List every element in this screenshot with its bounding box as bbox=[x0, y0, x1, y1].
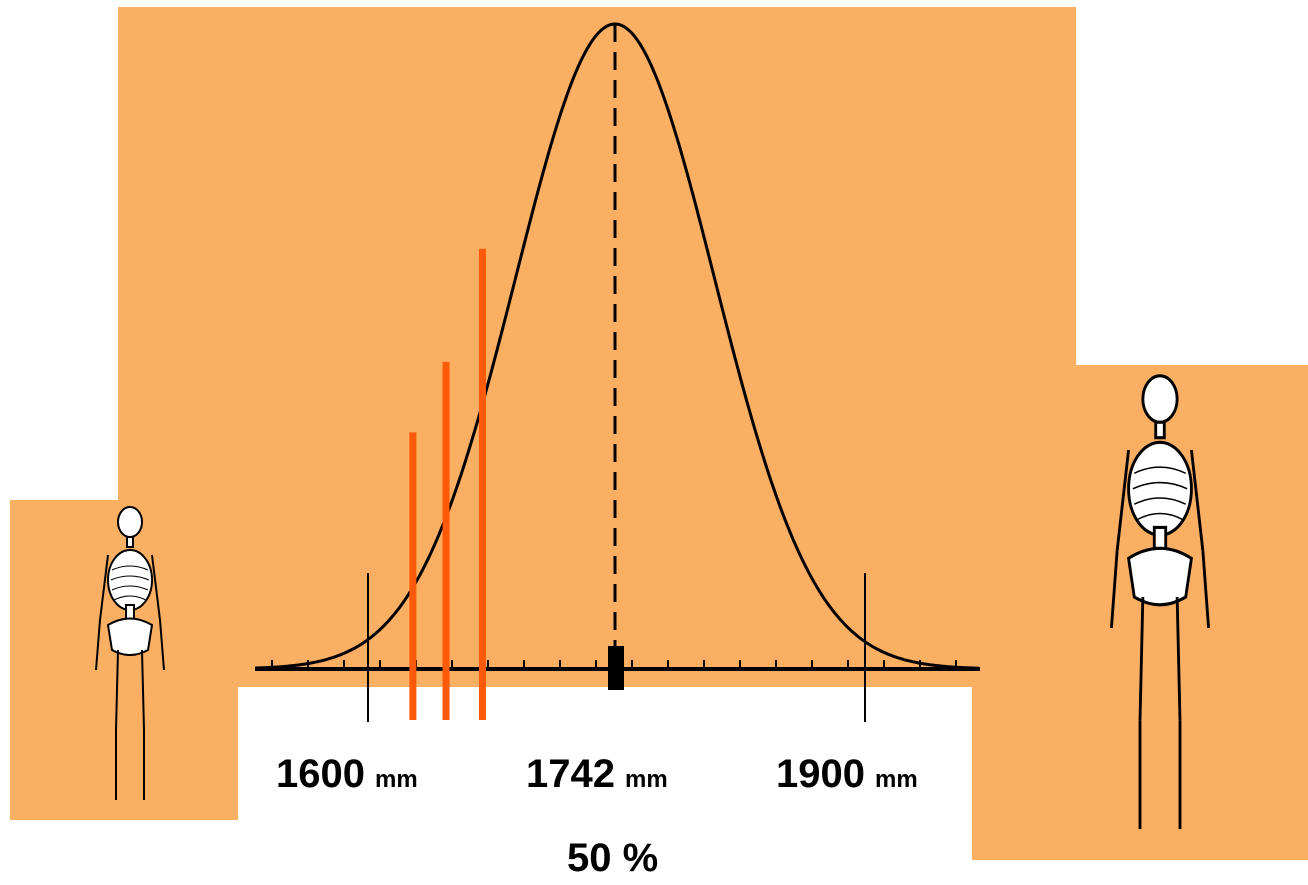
label-unit: mm bbox=[624, 766, 668, 793]
label-value: 1900 bbox=[776, 752, 865, 796]
percentile-label: 50 % bbox=[567, 836, 659, 880]
label-1600mm: 1600 mm bbox=[276, 752, 418, 797]
mean-marker bbox=[608, 646, 624, 690]
label-value: 1600 bbox=[276, 752, 365, 796]
skeleton-icon bbox=[95, 506, 165, 800]
label-value: 1742 bbox=[526, 752, 615, 796]
label-1900mm: 1900 mm bbox=[776, 752, 918, 797]
label-unit: mm bbox=[874, 766, 918, 793]
label-unit: mm bbox=[374, 766, 418, 793]
normal-curve bbox=[254, 22, 980, 670]
label-1742mm: 1742 mm bbox=[526, 752, 668, 797]
skeleton-icon bbox=[1110, 374, 1210, 830]
chart-background bbox=[118, 7, 1076, 687]
